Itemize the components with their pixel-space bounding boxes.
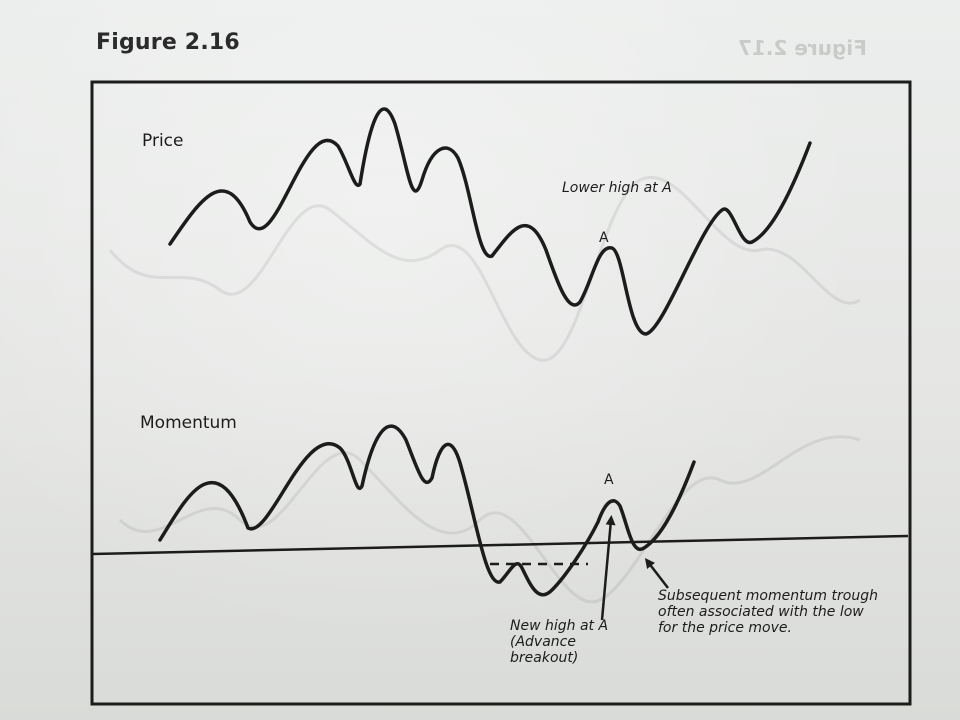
- new-high-arrow: [600, 515, 616, 621]
- trough-note-line-3: for the price move.: [658, 620, 792, 636]
- new-high-note-line-3: breakout): [510, 650, 578, 666]
- price-label: Price: [142, 131, 183, 151]
- lower-high-annotation: Lower high at A: [562, 180, 672, 196]
- trough-arrow: [644, 558, 669, 589]
- price-curve: [168, 107, 812, 336]
- trough-note-line-2: often associated with the low: [658, 604, 864, 620]
- new-high-note-line-1: New high at A: [510, 618, 608, 634]
- trough-note-line-1: Subsequent momentum trough: [658, 588, 878, 604]
- figure-title: Figure 2.16: [96, 30, 240, 55]
- momentum-baseline: [91, 534, 909, 556]
- figure-frame: [90, 80, 912, 706]
- show-through-ghost-curves: [108, 175, 861, 604]
- price-point-a-label: A: [599, 230, 609, 246]
- new-high-note-line-2: (Advance: [510, 634, 576, 650]
- momentum-point-a-label: A: [604, 472, 614, 488]
- momentum-curve: [158, 424, 696, 597]
- momentum-label: Momentum: [140, 413, 237, 433]
